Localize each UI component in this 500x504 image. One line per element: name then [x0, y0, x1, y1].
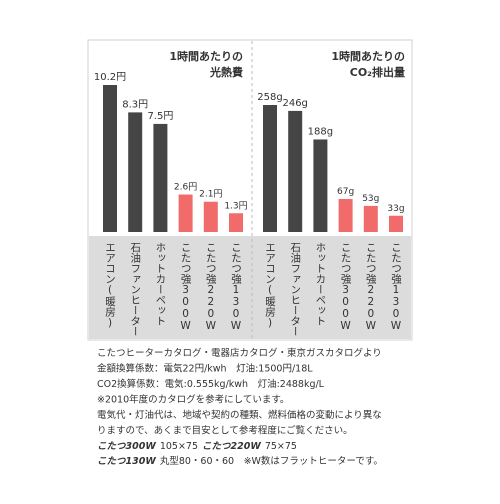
category-label: こたつ強130W — [230, 242, 242, 332]
bar — [288, 110, 303, 232]
size-part: こたつ220W — [202, 441, 261, 452]
value-label: 258g — [257, 92, 282, 103]
category-label: こたつ強300W — [180, 242, 192, 332]
value-label: 10.2円 — [94, 72, 126, 83]
category-label: こたつ強130W — [390, 242, 402, 332]
category-label: 石油ファンヒーター — [129, 242, 141, 337]
category-label: ホットカーペット — [154, 242, 166, 326]
size-part: 丸型80・60・60 ※W数はフラットヒーターです。 — [160, 455, 383, 467]
chart-title: CO₂排出量 — [350, 65, 405, 79]
value-label: 188g — [308, 126, 333, 137]
value-label: 33g — [387, 204, 404, 214]
category-label: ホットカーペット — [314, 242, 326, 326]
bar — [363, 205, 378, 232]
bar — [128, 112, 143, 232]
value-label: 8.3円 — [122, 99, 148, 110]
note: 電気代・灯油代は、地域や契約の種類、燃料価格の変動により異な — [97, 409, 382, 421]
category-label: こたつ強220W — [205, 242, 217, 332]
category-label: エアコン(暖房) — [264, 242, 276, 329]
chart-title: 1時間あたりの — [169, 49, 243, 63]
value-label: 1.3円 — [224, 200, 247, 211]
value-label: 2.6円 — [174, 182, 197, 193]
bar — [103, 85, 117, 232]
chart-title: 光熱費 — [209, 65, 243, 79]
value-label: 2.1円 — [199, 189, 222, 200]
bar — [178, 194, 193, 232]
note: 金額換算係数：電気22円/kwh 灯油:1500円/18L — [97, 363, 313, 375]
chart-title: 1時間あたりの — [331, 49, 405, 63]
size-note: こたつ300W 105×75 こたつ220W 75×75 — [97, 441, 297, 452]
size-part: 75×75 — [265, 441, 297, 452]
bar — [313, 139, 328, 232]
value-label: 246g — [282, 98, 307, 109]
bar — [389, 215, 403, 232]
category-label: 石油ファンヒーター — [289, 242, 301, 337]
category-label: エアコン(暖房) — [104, 242, 116, 329]
bar — [263, 105, 277, 232]
bar — [203, 201, 218, 232]
category-label: こたつ強300W — [340, 242, 352, 332]
note: りますので、あくまで目安として参考程度にご覧ください。 — [97, 425, 353, 437]
size-part: こたつ300W — [97, 441, 156, 452]
value-label: 53g — [362, 194, 379, 204]
label-area — [89, 236, 411, 339]
note: CO2換算係数：電気:0.555kg/kwh 灯油:2488kg/L — [97, 378, 325, 390]
note: ※2010年度のカタログを参考にしています。 — [97, 394, 289, 406]
size-part: 105×75 — [160, 441, 198, 452]
value-label: 67g — [337, 187, 354, 197]
size-part: こたつ130W — [97, 456, 156, 467]
bar — [338, 199, 353, 232]
size-note: こたつ130W 丸型80・60・60 ※W数はフラットヒーターです。 — [97, 455, 383, 467]
note: こたつヒーターカタログ・電器店カタログ・東京ガスカタログより — [97, 347, 382, 359]
bar — [153, 123, 168, 232]
bar — [229, 213, 243, 232]
category-label: こたつ強220W — [365, 242, 377, 332]
value-label: 7.5円 — [147, 111, 173, 122]
